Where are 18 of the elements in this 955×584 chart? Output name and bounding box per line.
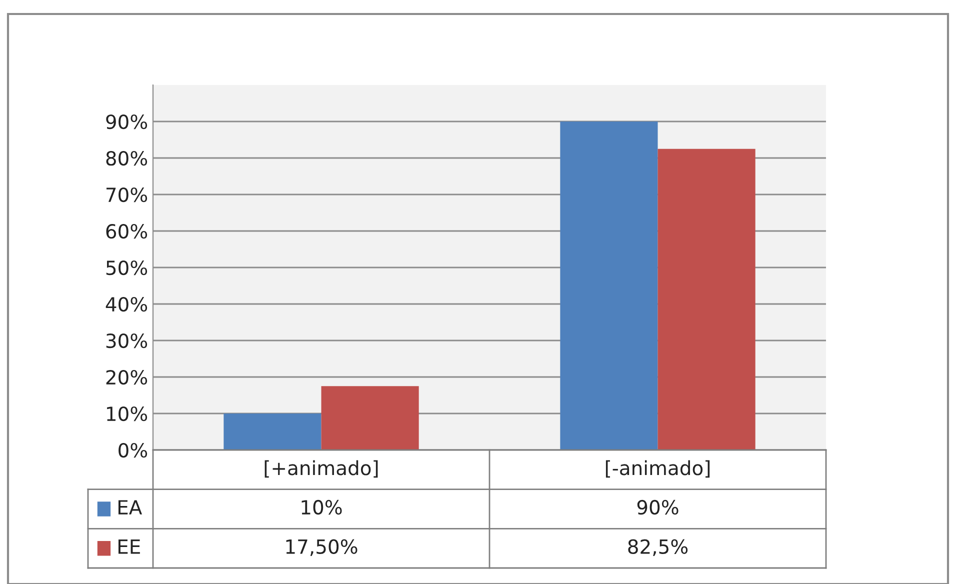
x-tick-label: [+animado] <box>264 460 378 478</box>
data-label: 17,50% <box>286 539 358 556</box>
data-label: 10% <box>302 500 342 515</box>
y-tick-label: 80% <box>106 150 148 166</box>
legend-label: EE <box>118 540 140 554</box>
legend-label: EA <box>118 500 142 514</box>
y-tick-label: 20% <box>106 370 148 385</box>
y-tick-label: 10% <box>107 406 148 422</box>
y-tick-label: 60% <box>106 224 148 239</box>
y-tick-label: 0% <box>118 442 148 458</box>
x-tick-label: [-animado] <box>606 460 710 478</box>
data-label: 90% <box>637 500 678 515</box>
y-tick-label: 70% <box>106 187 148 202</box>
y-tick-label: 90% <box>106 114 148 130</box>
data-label: 82,5% <box>628 539 688 556</box>
y-tick-label: 30% <box>106 333 148 348</box>
y-tick-label: 40% <box>106 296 148 312</box>
y-tick-label: 50% <box>106 260 148 276</box>
